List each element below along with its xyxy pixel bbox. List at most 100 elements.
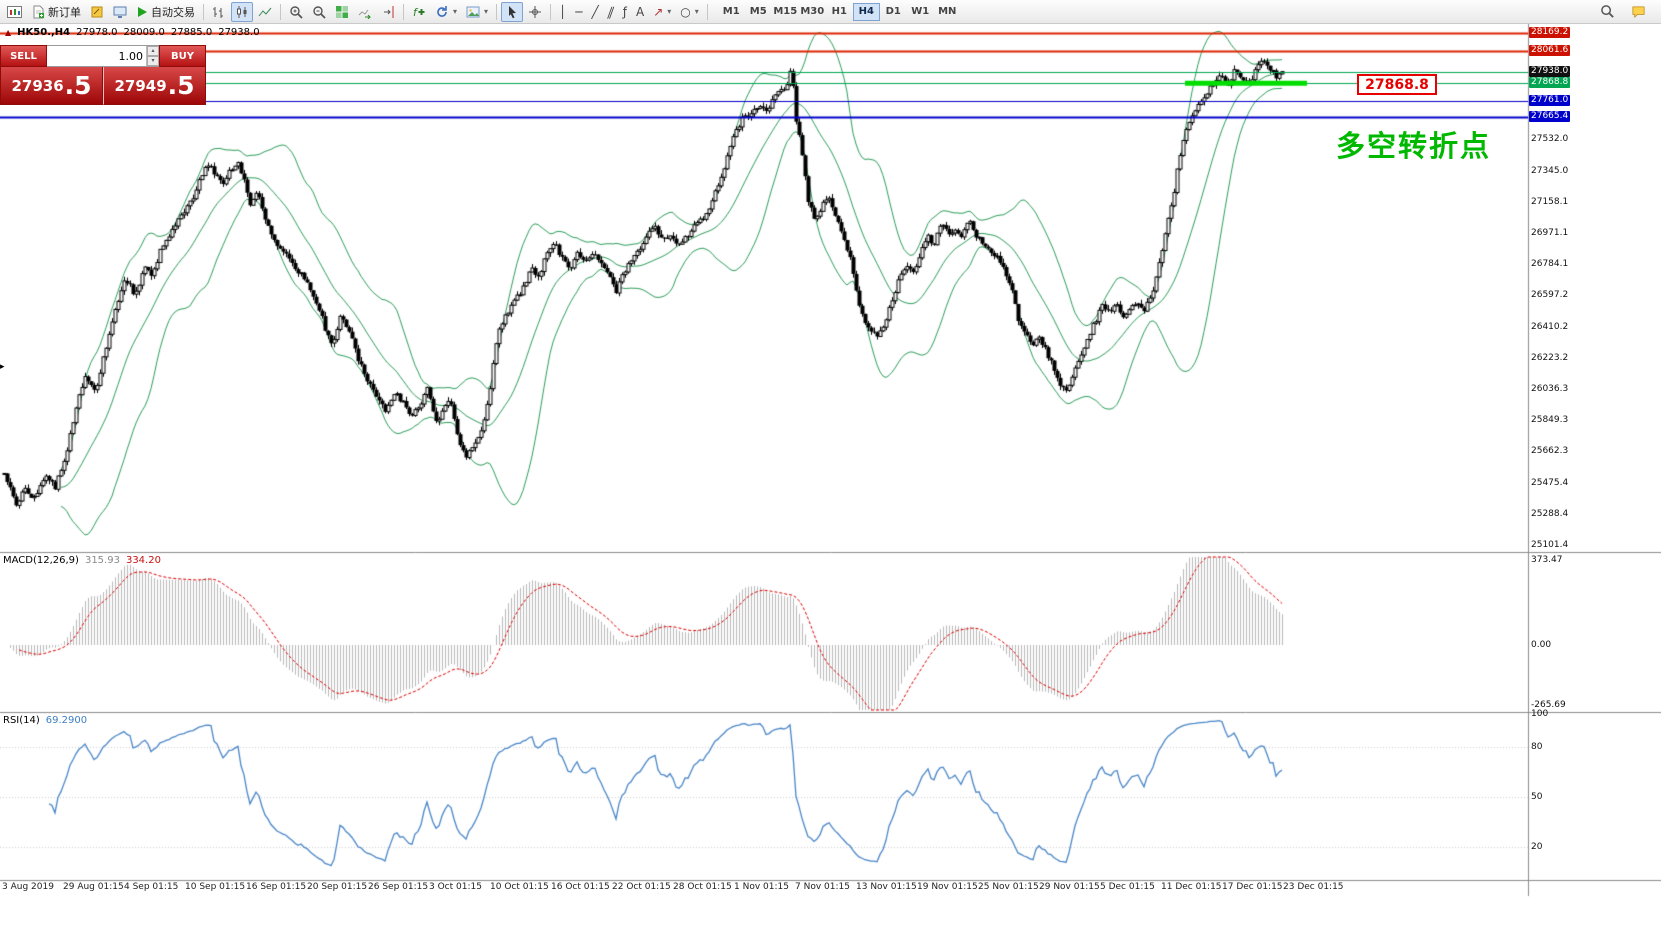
volume-up-button[interactable]: ▴ xyxy=(147,46,159,56)
buy-price-button[interactable]: 27949 .5 xyxy=(103,67,206,105)
high-value: 28009.0 xyxy=(123,27,165,38)
buy-button[interactable]: BUY xyxy=(159,45,206,67)
price-level-label: 28169.2 xyxy=(1529,27,1571,38)
timeframe-m1[interactable]: M1 xyxy=(718,3,745,21)
price-grid-label: 25475.4 xyxy=(1531,478,1569,488)
zoom-out-button[interactable] xyxy=(308,2,330,22)
timeframe-m15[interactable]: M15 xyxy=(772,3,799,21)
chevron-down-icon: ▾ xyxy=(694,7,699,16)
price-level-label: 27761.0 xyxy=(1529,95,1571,106)
trendline-tool[interactable]: ╱ xyxy=(588,2,603,22)
vertical-line-icon: │ xyxy=(559,4,567,19)
time-axis-label: 16 Oct 01:15 xyxy=(551,882,610,892)
channel-tool[interactable]: ∥ xyxy=(604,2,618,22)
price-grid-label: 25101.4 xyxy=(1531,540,1569,550)
terminal-button[interactable] xyxy=(109,2,131,22)
timeframe-h1[interactable]: H1 xyxy=(826,3,853,21)
turning-point-annotation[interactable]: 多空转折点 xyxy=(1336,129,1492,163)
templates-button[interactable]: ▾ xyxy=(462,2,492,22)
new-chart-button[interactable] xyxy=(3,2,26,22)
macd-signal-value: 334.20 xyxy=(125,555,161,566)
sell-price-frac: .5 xyxy=(64,71,92,100)
rsi-name: RSI(14) xyxy=(3,715,40,726)
price-grid-label: 27158.1 xyxy=(1531,197,1569,207)
channel-icon: ∥ xyxy=(605,4,617,19)
cursor-tool-button[interactable] xyxy=(501,1,524,22)
time-axis-label: 28 Oct 01:15 xyxy=(673,882,732,892)
indicators-icon: f xyxy=(412,5,426,19)
time-axis-label: 20 Sep 01:15 xyxy=(307,882,368,892)
chevron-down-icon: ▾ xyxy=(484,7,489,16)
time-axis-label: 4 Sep 01:15 xyxy=(124,882,179,892)
low-value: 27885.0 xyxy=(170,27,213,38)
rsi-label: RSI(14) 69.2900 xyxy=(3,715,87,726)
toolbar-separator xyxy=(706,3,708,20)
timeframe-w1[interactable]: W1 xyxy=(907,3,934,21)
bar-chart-button[interactable] xyxy=(208,2,230,22)
timeframe-m30[interactable]: M30 xyxy=(799,3,826,21)
chart-canvas[interactable] xyxy=(0,24,1661,946)
timeframe-m5[interactable]: M5 xyxy=(745,3,772,21)
chart-shift-icon xyxy=(381,5,395,19)
sell-price-button[interactable]: 27936 .5 xyxy=(0,67,103,105)
macd-axis-label: -265.69 xyxy=(1531,700,1566,710)
arrows-tool[interactable]: ↗ ▾ xyxy=(649,2,675,22)
candlestick-icon xyxy=(235,5,249,19)
toolbar-separator xyxy=(550,3,552,20)
horizontal-line-tool[interactable]: ─ xyxy=(571,2,586,22)
shapes-tool[interactable]: ○ ▾ xyxy=(676,2,703,22)
timeframe-d1[interactable]: D1 xyxy=(880,3,907,21)
macd-axis-label: 373.47 xyxy=(1531,555,1563,565)
volume-spinner: ▴ ▾ xyxy=(146,46,159,66)
new-order-button[interactable]: 新订单 xyxy=(27,2,85,22)
time-axis-label: 13 Nov 01:15 xyxy=(856,882,917,892)
rsi-value: 69.2900 xyxy=(45,715,88,726)
toolbar-separator xyxy=(280,3,281,20)
autotrading-button[interactable]: 自动交易 xyxy=(132,2,199,22)
period-cycler-button[interactable]: ▾ xyxy=(431,2,461,22)
price-grid-label: 26223.2 xyxy=(1531,353,1569,363)
auto-scroll-button[interactable] xyxy=(354,2,376,22)
fibonacci-tool[interactable]: ƒ xyxy=(619,2,631,22)
fibonacci-icon: ƒ xyxy=(622,4,627,19)
time-axis-label: 10 Sep 01:15 xyxy=(185,882,246,892)
timeframe-h4[interactable]: H4 xyxy=(852,2,880,21)
terminal-icon xyxy=(113,5,127,19)
macd-name: MACD(12,26,9) xyxy=(3,555,79,566)
tile-windows-button[interactable] xyxy=(331,2,353,22)
chart-window-icon xyxy=(7,5,22,19)
left-edge-marker: ▸ xyxy=(0,362,5,372)
sell-price-main: 27936 xyxy=(11,76,64,95)
toolbar-separator xyxy=(496,3,498,20)
candle-chart-button[interactable] xyxy=(231,1,253,22)
line-chart-icon xyxy=(258,5,272,19)
zoom-out-icon xyxy=(312,5,326,19)
text-tool[interactable]: A xyxy=(632,2,648,22)
price-level-label: 28061.6 xyxy=(1529,45,1571,56)
chart-shift-button[interactable] xyxy=(377,2,399,22)
search-button[interactable] xyxy=(1596,2,1619,22)
main-toolbar: 新订单 自动交易 f ▾ ▾ │ ─ ╱ ∥ ƒ xyxy=(0,0,1661,24)
volume-input[interactable]: 1.00 ▴ ▾ xyxy=(47,45,159,67)
price-annotation-box[interactable]: 27868.8 xyxy=(1357,74,1437,95)
rsi-axis-label: 20 xyxy=(1531,842,1543,852)
volume-down-button[interactable]: ▾ xyxy=(147,56,159,66)
rsi-axis-label: 80 xyxy=(1531,742,1543,752)
refresh-icon xyxy=(435,5,449,19)
price-grid-label: 26597.2 xyxy=(1531,290,1569,300)
crosshair-tool-button[interactable] xyxy=(524,2,546,22)
line-chart-button[interactable] xyxy=(254,2,276,22)
zoom-in-button[interactable] xyxy=(285,2,307,22)
chart-title: ▲ HK50.,H4 27978.0 28009.0 27885.0 27938… xyxy=(5,27,260,38)
symbol-period-label: HK50.,H4 xyxy=(17,27,71,38)
timeframe-mn[interactable]: MN xyxy=(934,3,961,21)
vertical-line-tool[interactable]: │ xyxy=(555,2,570,22)
time-axis-label: 22 Oct 01:15 xyxy=(612,882,671,892)
metaeditor-button[interactable] xyxy=(86,2,108,22)
buy-price-main: 27949 xyxy=(114,76,167,95)
chat-button[interactable] xyxy=(1627,2,1650,22)
sell-button[interactable]: SELL xyxy=(0,45,47,67)
indicators-button[interactable]: f xyxy=(408,2,430,22)
price-level-label: 27868.8 xyxy=(1529,77,1571,88)
